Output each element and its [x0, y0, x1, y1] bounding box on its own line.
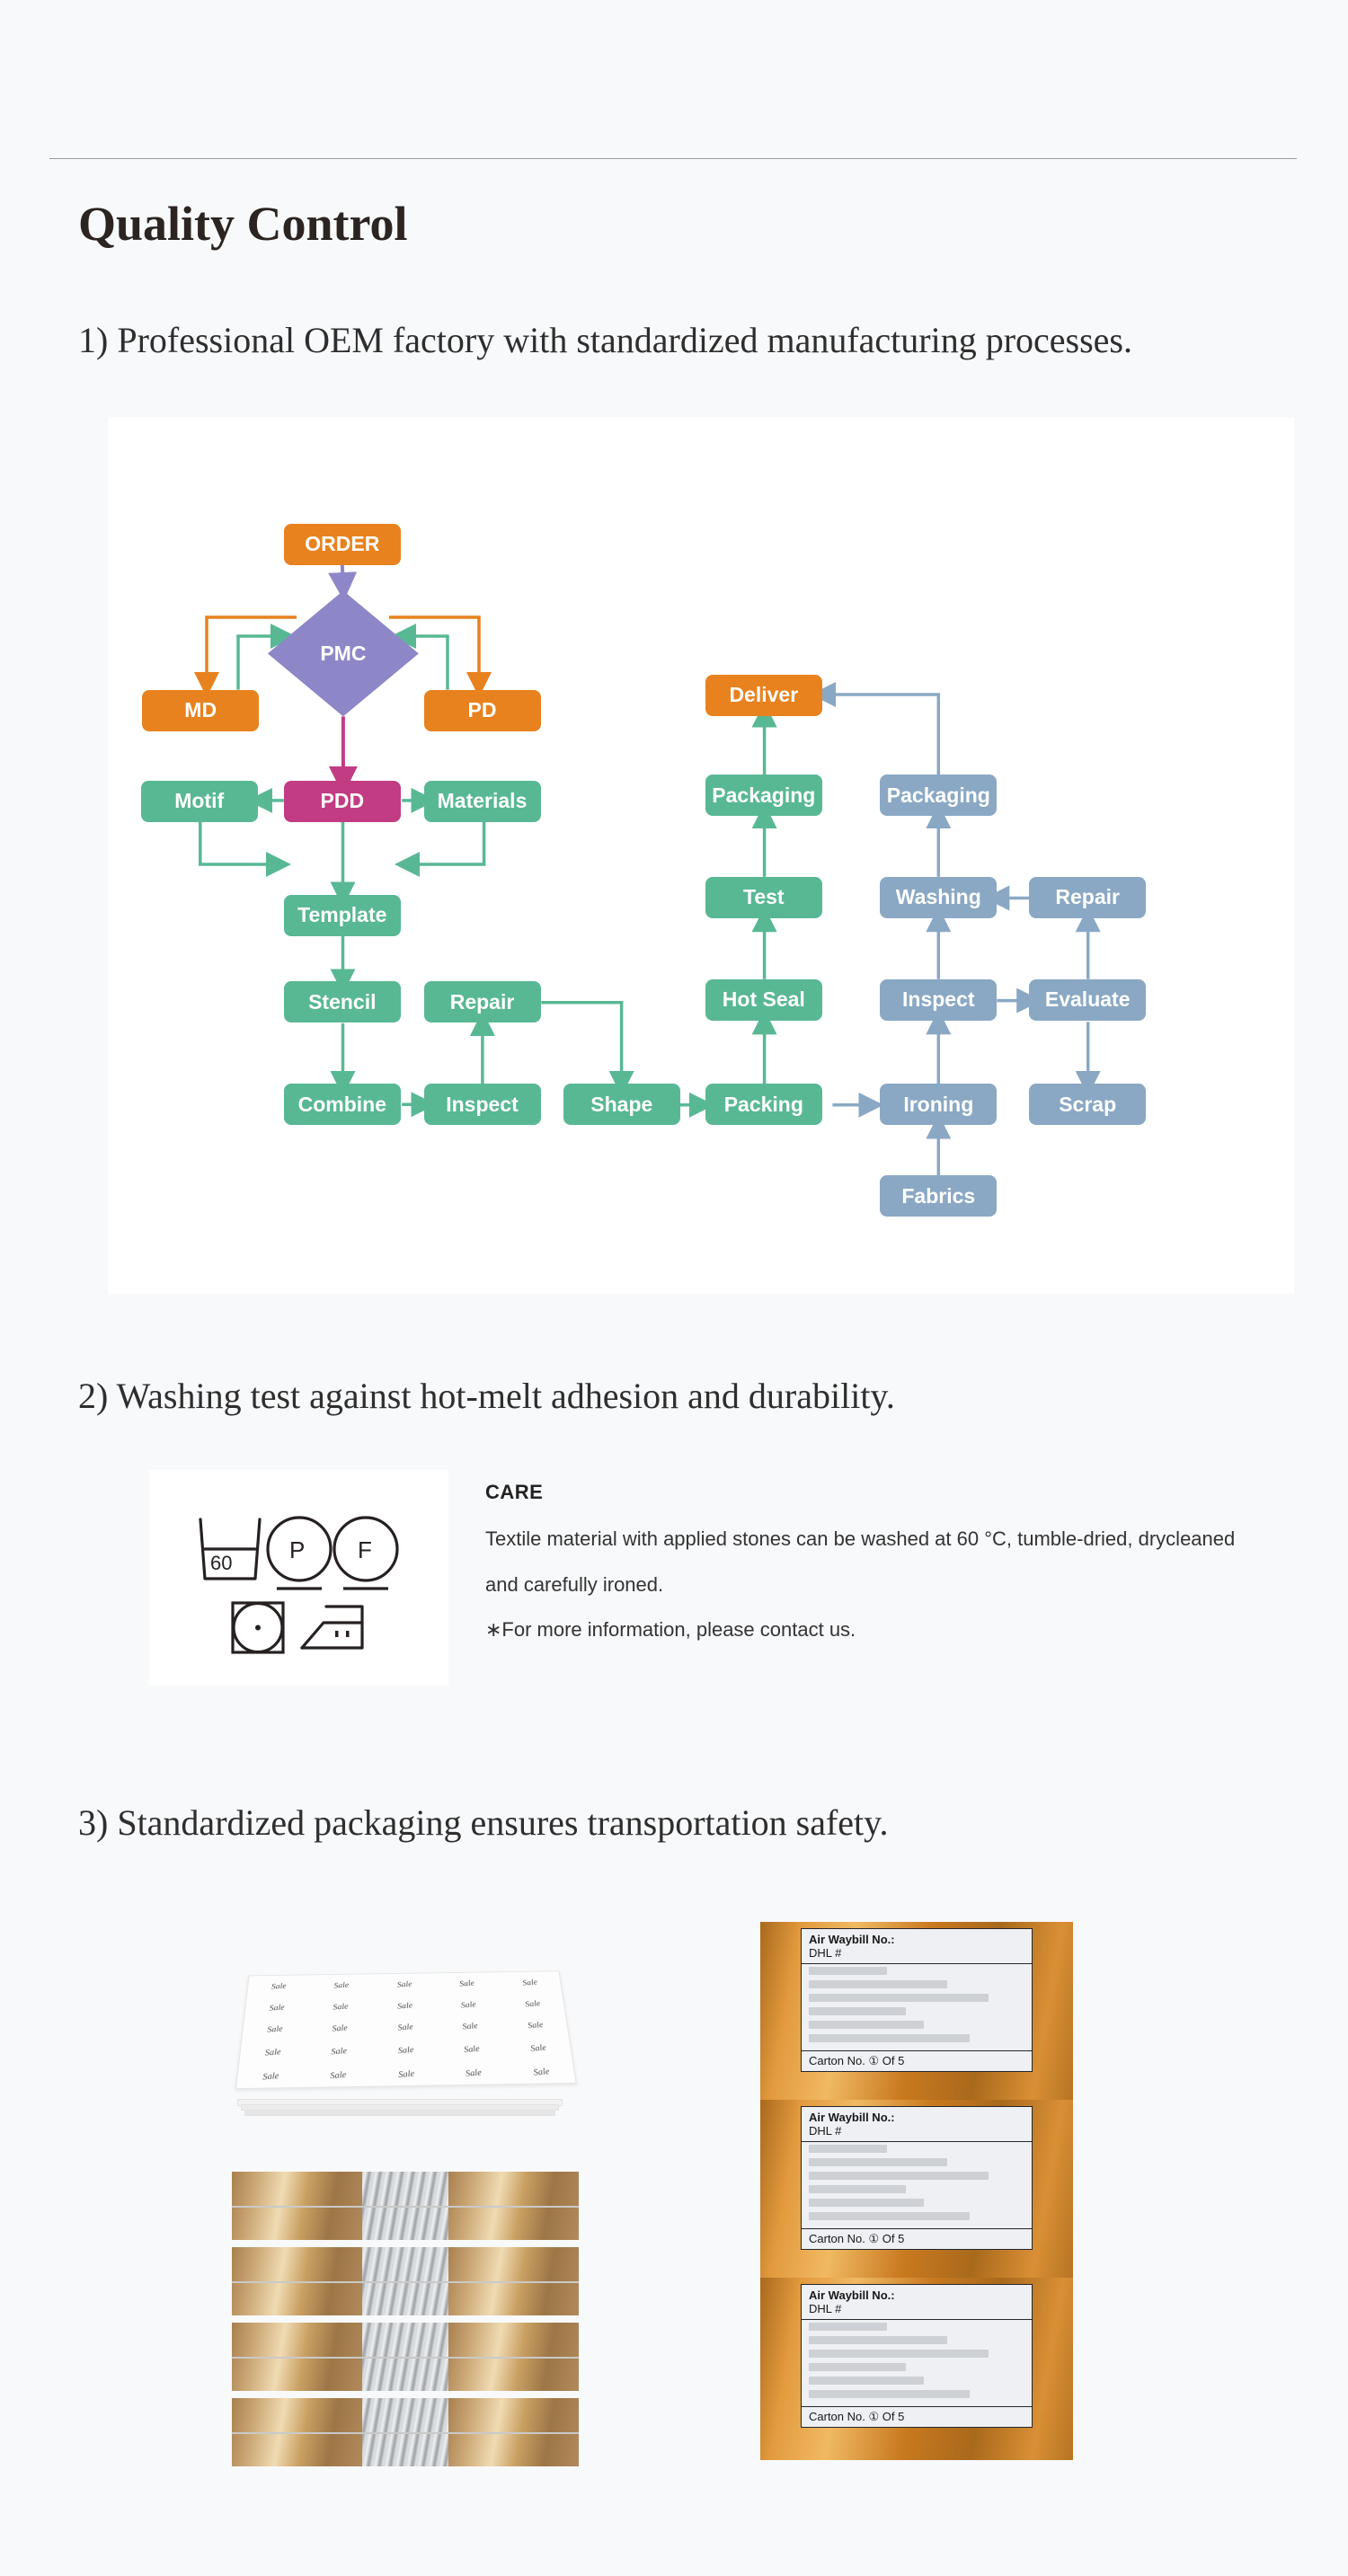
svg-text:P: P — [289, 1536, 305, 1563]
svg-text:F: F — [358, 1536, 372, 1563]
svg-text:60: 60 — [210, 1552, 232, 1574]
